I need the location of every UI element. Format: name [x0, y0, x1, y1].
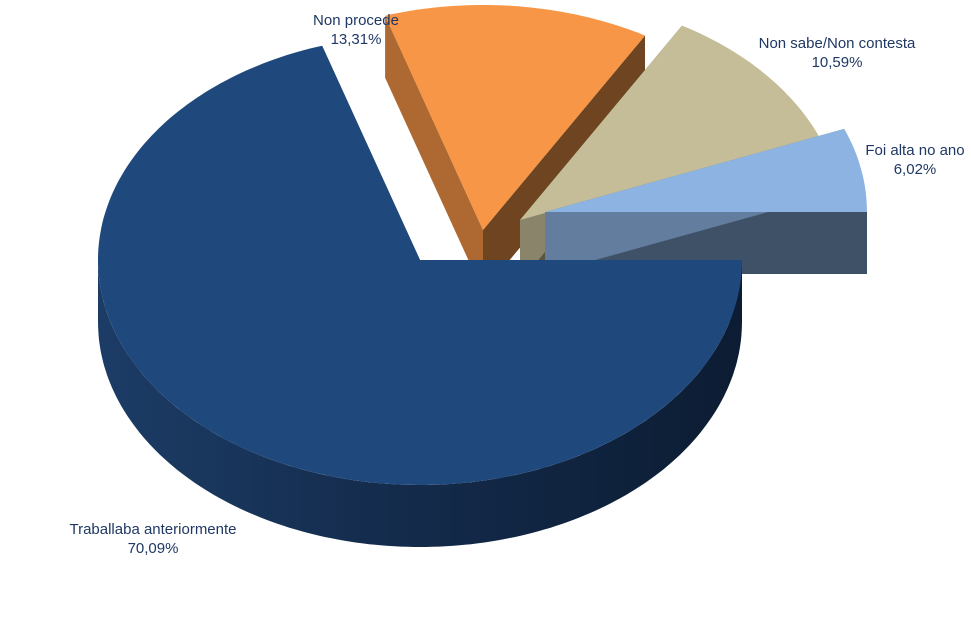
- slice-label: Foi alta no ano: [865, 142, 964, 159]
- slice-label: Traballaba anteriormente: [69, 521, 236, 538]
- slice: [385, 5, 645, 230]
- slice: [520, 25, 820, 220]
- value-label: 70,09%: [128, 540, 179, 557]
- slice-side: [385, 15, 483, 292]
- value-label: 13,31%: [331, 31, 382, 48]
- value-label: 6,02%: [894, 161, 937, 178]
- value-label: 10,59%: [812, 54, 863, 71]
- slice-side: [98, 260, 742, 547]
- slice-label: Non procede: [313, 12, 399, 29]
- slice-label: Non sabe/Non contesta: [759, 35, 916, 52]
- slice: [545, 128, 867, 212]
- slice: [98, 45, 742, 485]
